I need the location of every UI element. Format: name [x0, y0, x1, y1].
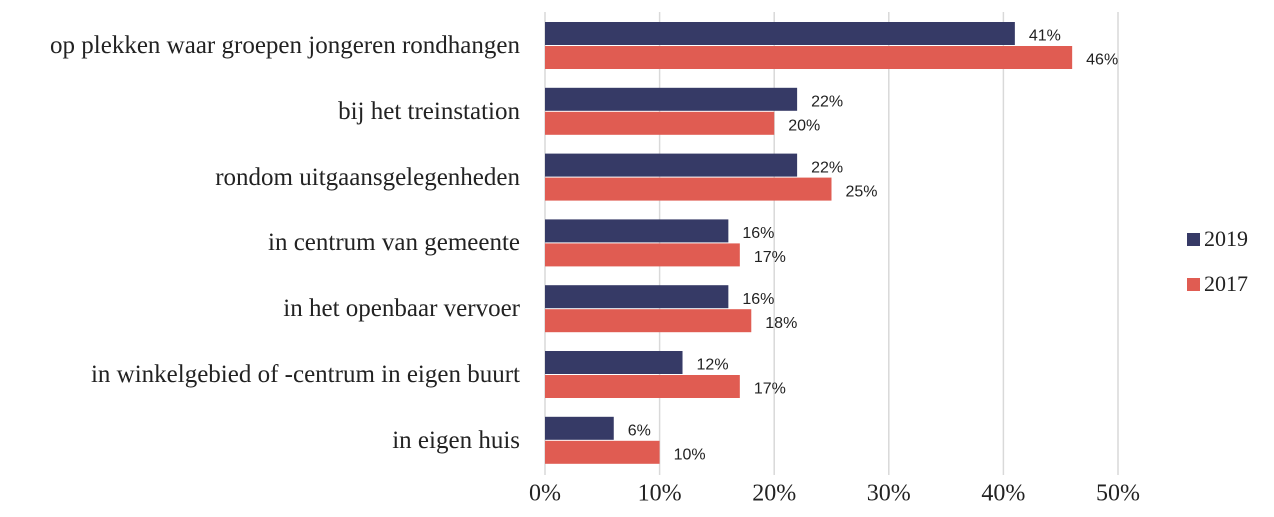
- data-label: 10%: [674, 447, 706, 464]
- bar: [545, 219, 729, 243]
- x-tick-label: 20%: [752, 481, 796, 507]
- data-label: 17%: [754, 249, 786, 266]
- category-label: in centrum van gemeente: [268, 229, 520, 257]
- bar: [545, 416, 614, 440]
- bar: [545, 285, 729, 309]
- bar: [545, 22, 1015, 45]
- data-label: 20%: [788, 118, 820, 135]
- legend-label: 2019: [1204, 226, 1248, 251]
- x-tick-label: 30%: [867, 481, 911, 507]
- data-label: 41%: [1029, 28, 1061, 45]
- bar: [545, 177, 832, 201]
- legend-label: 2017: [1204, 271, 1248, 296]
- x-tick-label: 40%: [981, 481, 1025, 507]
- bar: [545, 351, 683, 374]
- bar: [545, 440, 660, 464]
- bar: [545, 87, 798, 111]
- data-label: 46%: [1086, 52, 1118, 69]
- data-label: 22%: [811, 94, 843, 111]
- category-label: rondom uitgaansgelegenheden: [215, 163, 520, 191]
- data-label: 6%: [628, 423, 651, 440]
- data-label: 25%: [846, 183, 878, 200]
- bar: [545, 111, 775, 135]
- legend-swatch: [1187, 278, 1200, 291]
- bar: [545, 375, 740, 398]
- category-label: bij het treinstation: [338, 97, 520, 125]
- data-label: 18%: [765, 315, 797, 332]
- data-label: 12%: [697, 357, 729, 374]
- bar: [545, 46, 1073, 69]
- data-label: 16%: [742, 225, 774, 242]
- x-tick-label: 10%: [638, 481, 682, 507]
- x-tick-label: 0%: [529, 481, 561, 507]
- data-label: 16%: [742, 291, 774, 308]
- bar: [545, 243, 740, 267]
- category-label: op plekken waar groepen jongeren rondhan…: [50, 32, 520, 59]
- data-label: 22%: [811, 159, 843, 176]
- category-label: in eigen huis: [392, 426, 520, 454]
- data-label: 17%: [754, 381, 786, 398]
- bar: [545, 309, 752, 333]
- category-label: in het openbaar vervoer: [283, 295, 520, 323]
- x-tick-label: 50%: [1096, 481, 1140, 507]
- bar: [545, 153, 798, 177]
- category-label: in winkelgebied of -centrum in eigen buu…: [90, 361, 520, 388]
- legend-swatch: [1187, 233, 1200, 246]
